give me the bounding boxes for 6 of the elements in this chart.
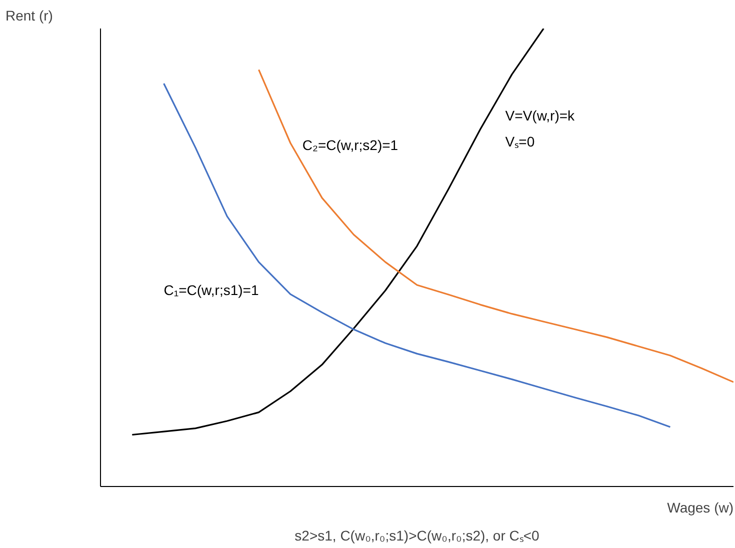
x-axis-title: Wages (w) [667,500,734,516]
series-label: V=V(w,r)=k Vₛ=0 [505,107,576,150]
text: s2>s1, C(w₀,r₀;s1)>C(w₀,r₀;s2), or Cₛ<0 [294,528,540,544]
series-label: C₁=C(w,r;s1)=1 [164,282,259,298]
series-label: C₂=C(w,r;s2)=1 [302,137,398,153]
y-axis-title: Rent (r) [6,8,53,24]
